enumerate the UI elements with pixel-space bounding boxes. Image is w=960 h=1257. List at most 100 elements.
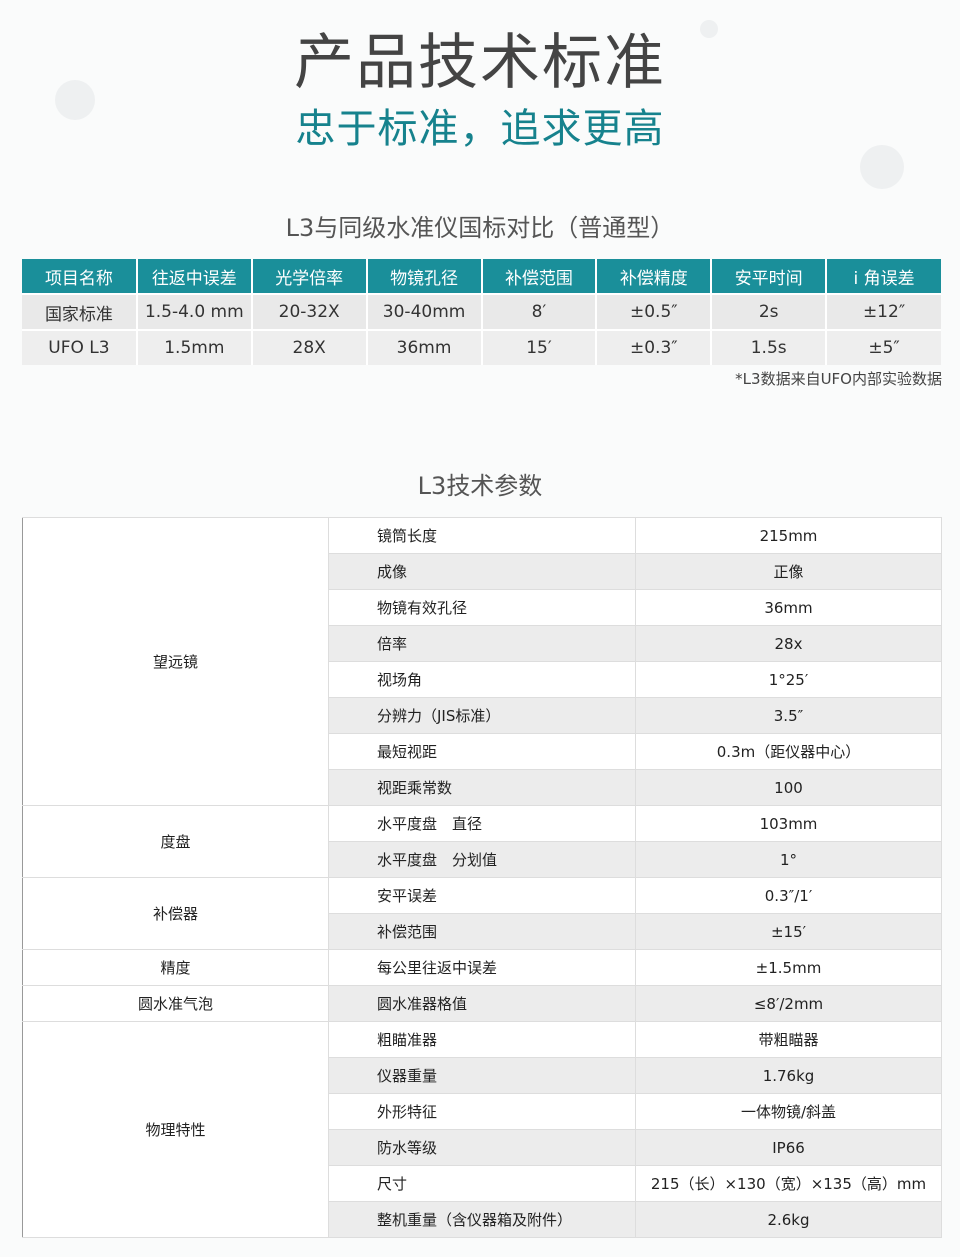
decorative-circle — [700, 20, 718, 38]
spec-row: 最短视距 0.3m（距仪器中心） — [23, 733, 942, 770]
spec-group-label: 度盘 — [22, 805, 329, 878]
table-cell: 36mm — [365, 329, 482, 365]
spec-row: 望远镜 镜筒长度 215mm — [22, 517, 942, 806]
table-cell: 2s — [710, 293, 827, 330]
spec-name: 成像 — [328, 553, 636, 590]
spec-name: 防水等级 — [328, 1129, 636, 1166]
spec-value: ±1.5mm — [635, 949, 942, 986]
spec-value: 36mm — [635, 589, 942, 626]
spec-name: 水平度盘 分划值 — [328, 841, 636, 878]
specs-table: 望远镜 镜筒长度 215mm 成像 正像 物镜有效孔径 36mm 倍率 28x 视场角 1°25′ 分… — [22, 517, 942, 1238]
table-cell: 30-40mm — [365, 293, 482, 330]
table-cell: 8′ — [480, 293, 597, 330]
spec-value: 100 — [635, 769, 942, 806]
spec-name: 尺寸 — [328, 1165, 636, 1202]
spec-value: 正像 — [635, 553, 942, 590]
spec-name: 安平误差 — [328, 877, 636, 914]
spec-row: 防水等级 IP66 — [23, 1129, 942, 1166]
spec-value: 3.5″ — [635, 697, 942, 734]
spec-value: 一体物镜/斜盖 — [635, 1093, 942, 1130]
spec-name: 仪器重量 — [328, 1057, 636, 1094]
table-cell: 28X — [250, 329, 367, 365]
column-header: i 角误差 — [825, 259, 941, 294]
table-cell: 20-32X — [250, 293, 367, 330]
spec-row: 视场角 1°25′ — [23, 661, 942, 698]
spec-row: 外形特征 一体物镜/斜盖 — [23, 1093, 942, 1130]
spec-value: IP66 — [635, 1129, 942, 1166]
spec-row: 补偿器 安平误差 0.3″/1′ — [22, 877, 942, 950]
spec-value: 1° — [635, 841, 942, 878]
column-header: 安平时间 — [710, 259, 827, 294]
spec-value: ±15′ — [635, 913, 942, 950]
spec-name: 粗瞄准器 — [328, 1021, 636, 1058]
spec-name: 补偿范围 — [328, 913, 636, 950]
spec-value: 215（长）×130（宽）×135（高）mm — [635, 1165, 942, 1202]
column-header: 补偿精度 — [595, 259, 712, 294]
spec-row: 物理特性 粗瞄准器 带粗瞄器 — [22, 1021, 942, 1238]
spec-value: 带粗瞄器 — [635, 1021, 942, 1058]
table-cell: 15′ — [480, 329, 597, 365]
spec-row: 成像 正像 — [23, 553, 942, 590]
spec-name: 分辨力（JIS标准） — [328, 697, 636, 734]
spec-name: 水平度盘 直径 — [328, 805, 636, 842]
spec-value: 1°25′ — [635, 661, 942, 698]
spec-name: 最短视距 — [328, 733, 636, 770]
spec-value: 28x — [635, 625, 942, 662]
table-row: 国家标准 1.5-4.0 mm 20-32X 30-40mm 8′ ±0.5″ 2s ±12″ — [22, 293, 941, 330]
table-cell: 国家标准 — [22, 293, 137, 330]
spec-name: 倍率 — [328, 625, 636, 662]
table-cell: ±5″ — [825, 329, 941, 365]
spec-value: 1.76kg — [635, 1057, 942, 1094]
table-cell: 1.5mm — [135, 329, 252, 365]
comparison-table: 项目名称 往返中误差 光学倍率 物镜孔径 补偿范围 补偿精度 安平时间 i 角误差 国家标准 1… — [22, 259, 941, 365]
spec-value: 103mm — [635, 805, 942, 842]
decorative-circle — [860, 145, 904, 189]
table-cell: 1.5-4.0 mm — [135, 293, 252, 330]
table-cell: ±0.3″ — [595, 329, 712, 365]
spec-name: 圆水准器格值 — [328, 985, 636, 1022]
page-title: 产品技术标准 — [294, 28, 666, 98]
spec-name: 整机重量（含仪器箱及附件） — [328, 1201, 636, 1238]
table-cell: ±0.5″ — [595, 293, 712, 330]
spec-group-label: 物理特性 — [22, 1021, 329, 1238]
spec-row: 补偿范围 ±15′ — [23, 913, 942, 950]
decorative-circle — [55, 80, 95, 120]
spec-name: 物镜有效孔径 — [328, 589, 636, 626]
spec-value: 2.6kg — [635, 1201, 942, 1238]
spec-row: 整机重量（含仪器箱及附件） 2.6kg — [23, 1201, 942, 1238]
comparison-title: L3与同级水准仪国标对比（普通型） — [285, 214, 675, 242]
spec-value: 215mm — [635, 517, 942, 554]
spec-group-label: 精度 — [22, 949, 329, 986]
spec-name: 视距乘常数 — [328, 769, 636, 806]
spec-row: 度盘 水平度盘 直径 103mm — [22, 805, 942, 878]
spec-name: 镜筒长度 — [328, 517, 636, 554]
spec-name: 每公里往返中误差 — [328, 949, 636, 986]
spec-row: 圆水准气泡 圆水准器格值 ≤8′/2mm — [22, 985, 942, 1022]
column-header: 项目名称 — [22, 259, 137, 294]
spec-value: 0.3″/1′ — [635, 877, 942, 914]
column-header: 光学倍率 — [250, 259, 367, 294]
table-row: UFO L3 1.5mm 28X 36mm 15′ ±0.3″ 1.5s ±5″ — [22, 329, 941, 365]
table-cell: UFO L3 — [22, 329, 137, 365]
column-header: 补偿范围 — [480, 259, 597, 294]
spec-row: 分辨力（JIS标准） 3.5″ — [23, 697, 942, 734]
spec-group-label: 补偿器 — [22, 877, 329, 950]
spec-group-label: 圆水准气泡 — [22, 985, 329, 1022]
table-cell: 1.5s — [710, 329, 827, 365]
spec-group-label: 望远镜 — [22, 517, 329, 806]
spec-name: 外形特征 — [328, 1093, 636, 1130]
spec-row: 精度 每公里往返中误差 ±1.5mm — [22, 949, 942, 986]
spec-value: ≤8′/2mm — [635, 985, 942, 1022]
page-subtitle: 忠于标准，追求更高 — [295, 106, 665, 152]
spec-row: 视距乘常数 100 — [23, 769, 942, 806]
table-cell: ±12″ — [825, 293, 941, 330]
spec-row: 仪器重量 1.76kg — [23, 1057, 942, 1094]
spec-row: 尺寸 215（长）×130（宽）×135（高）mm — [23, 1165, 942, 1202]
spec-name: 视场角 — [328, 661, 636, 698]
data-source-note: *L3数据来自UFO内部实验数据 — [735, 370, 942, 388]
specs-title: L3技术参数 — [417, 472, 543, 500]
spec-value: 0.3m（距仪器中心） — [635, 733, 942, 770]
column-header: 往返中误差 — [135, 259, 252, 294]
column-header: 物镜孔径 — [365, 259, 482, 294]
